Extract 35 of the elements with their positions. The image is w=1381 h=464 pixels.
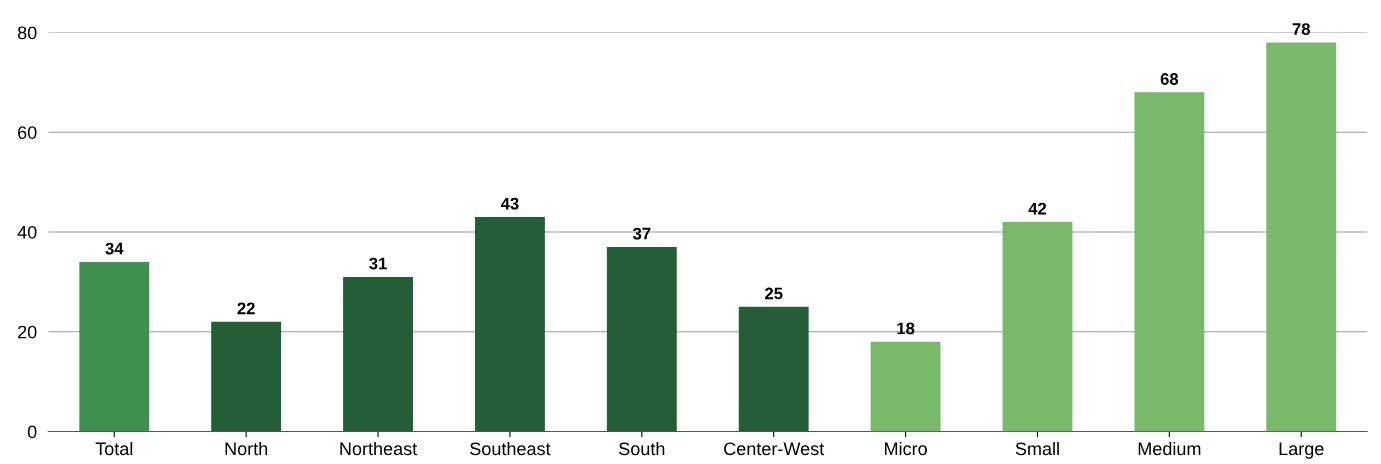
bar [79, 261, 150, 432]
y-tick-label: 60 [18, 126, 37, 139]
bar [343, 276, 413, 432]
y-tick-label: 80 [17, 26, 37, 40]
x-tick-label: Southeast [470, 441, 551, 456]
data-label: 68 [1160, 73, 1179, 85]
x-tick-label: Large [1279, 442, 1324, 459]
data-label: 42 [1028, 202, 1047, 215]
y-tick-label: 40 [17, 225, 37, 239]
bar [1134, 92, 1205, 432]
bar [211, 321, 282, 432]
data-label: 43 [500, 197, 519, 210]
x-tick-label: Northeast [340, 441, 418, 456]
data-label: 18 [897, 322, 915, 335]
data-label: 34 [105, 242, 124, 255]
x-tick-label: Small [1015, 441, 1059, 456]
bar [870, 341, 941, 432]
bar [1002, 222, 1073, 432]
x-tick-label: South [619, 441, 665, 456]
y-tick-label: 0 [27, 425, 37, 439]
x-tick-label: North [225, 441, 268, 456]
bar [1266, 42, 1337, 432]
data-label: 37 [632, 227, 651, 240]
x-tick-label: Total [95, 441, 133, 456]
x-tick-label: Micro [885, 441, 927, 456]
data-label: 31 [369, 257, 387, 270]
bar [474, 217, 545, 432]
data-label: 22 [237, 302, 255, 315]
data-label: 25 [765, 287, 783, 300]
data-label: 78 [1292, 23, 1311, 35]
x-tick-label: Center-West [724, 442, 825, 456]
bar [606, 246, 677, 432]
x-tick-label: Medium [1138, 441, 1201, 456]
bar [738, 306, 809, 432]
y-tick-label: 20 [18, 325, 37, 339]
